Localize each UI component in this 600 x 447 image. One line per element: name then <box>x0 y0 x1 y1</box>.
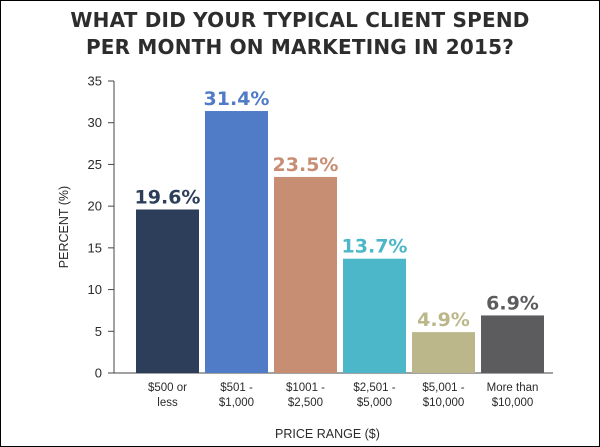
y-tick-label: 35 <box>88 74 102 89</box>
category-label-6-line-1: More than <box>487 382 539 394</box>
y-tick-label: 20 <box>88 199 102 214</box>
bar-5 <box>412 332 475 373</box>
bar-6 <box>481 315 544 373</box>
y-tick-label: 25 <box>88 157 102 172</box>
y-tick-label: 15 <box>88 240 102 255</box>
value-label-5: 4.9% <box>417 309 470 331</box>
chart-title: WHAT DID YOUR TYPICAL CLIENT SPEND PER M… <box>0 7 600 61</box>
category-label-3-line-1: $1001 - <box>286 382 325 394</box>
bar-3 <box>274 176 337 373</box>
bar-2 <box>205 111 268 373</box>
category-label-6-line-2: $10,000 <box>492 397 534 409</box>
category-label-3-line-2: $2,500 <box>288 397 323 409</box>
category-label-1-line-1: $500 or <box>148 382 187 394</box>
value-label-1: 19.6% <box>135 186 201 208</box>
chart-title-line-2: PER MONTH ON MARKETING IN 2015? <box>85 35 515 59</box>
category-label-2-line-1: $501 - <box>220 382 253 394</box>
category-label-2-line-2: $1,000 <box>219 397 254 409</box>
y-axis-title: PERCENT (%) <box>57 186 71 268</box>
value-label-4: 13.7% <box>342 236 408 258</box>
y-tick-label: 30 <box>88 115 102 130</box>
x-axis-title: PRICE RANGE ($) <box>275 427 380 441</box>
frame-border-left <box>0 0 1 447</box>
frame-border-top <box>0 0 600 1</box>
category-label-4-line-2: $5,000 <box>357 397 392 409</box>
category-label-5-line-2: $10,000 <box>423 397 465 409</box>
category-label-1-line-2: less <box>157 397 178 409</box>
value-label-6: 6.9% <box>486 292 539 314</box>
category-label-5-line-1: $5,001 - <box>422 382 464 394</box>
bar-1 <box>136 209 199 373</box>
chart-title-line-1: WHAT DID YOUR TYPICAL CLIENT SPEND <box>70 8 530 32</box>
y-tick-label: 5 <box>95 324 102 339</box>
value-label-2: 31.4% <box>204 88 270 110</box>
bar-4 <box>343 258 406 373</box>
y-tick-label: 0 <box>95 366 102 381</box>
value-label-3: 23.5% <box>273 154 339 176</box>
category-label-4-line-1: $2,501 - <box>353 382 395 394</box>
y-tick-label: 10 <box>88 282 102 297</box>
